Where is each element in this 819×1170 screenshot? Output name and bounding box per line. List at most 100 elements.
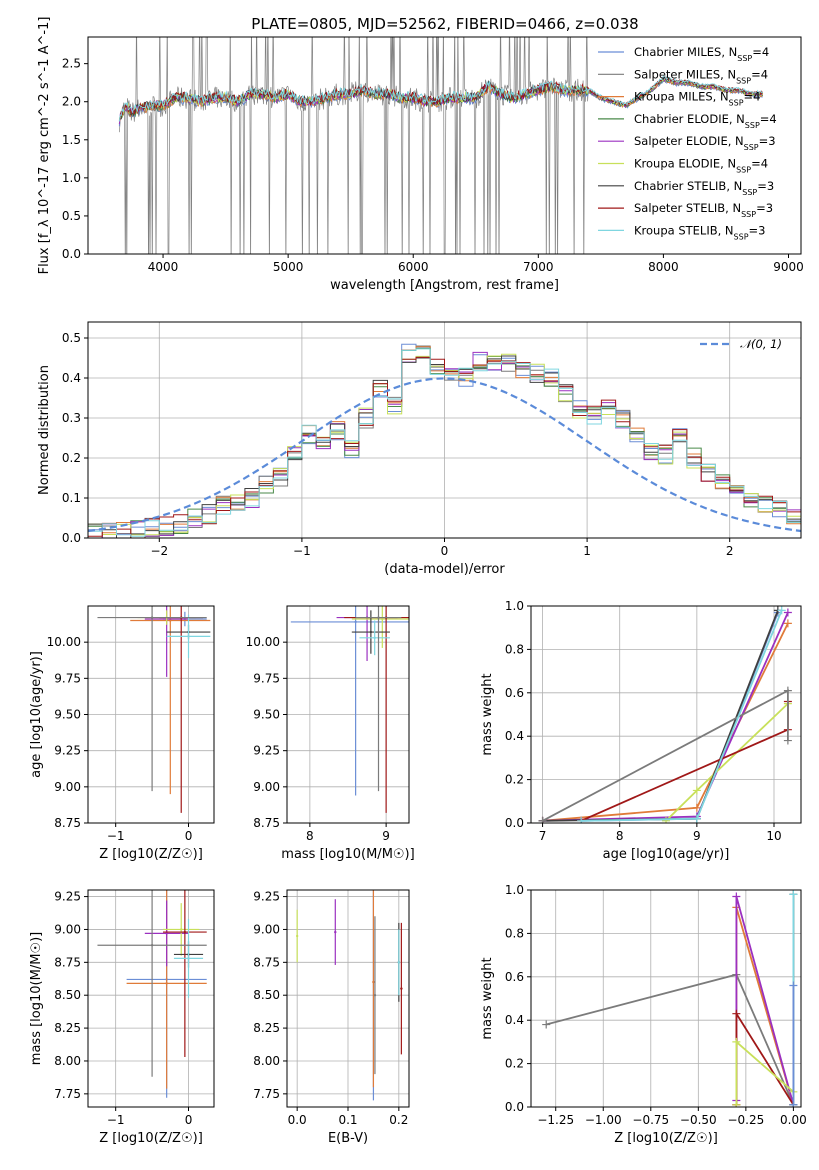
data-point xyxy=(187,957,190,960)
x-tick-label: 6000 xyxy=(398,260,429,274)
x-axis-label: age [log10(age/yr)] xyxy=(603,847,730,862)
weight-line xyxy=(665,702,789,822)
y-tick-label: 0.4 xyxy=(505,729,524,743)
chart-residuals: −2 −1 0 1 2 0.0 0.1 0.2 0.3 0.4 0.5 (data-model)/er… xyxy=(37,321,802,577)
axes-frame xyxy=(530,605,802,824)
y-tick-label: 9.00 xyxy=(253,922,280,936)
x-tick-label: 7000 xyxy=(523,260,554,274)
y-tick-label: 10.00 xyxy=(246,635,280,649)
y-tick-label: 0.5 xyxy=(62,331,81,345)
y-tick-label: 9.25 xyxy=(253,890,280,904)
y-tick-label: 8.75 xyxy=(253,816,280,830)
weight-marker xyxy=(662,816,670,823)
y-tick-label: 9.25 xyxy=(54,744,81,758)
y-axis-label: age [log10(age/yr)] xyxy=(29,651,44,778)
data-point xyxy=(372,980,375,984)
legend-value: =4 xyxy=(760,112,777,126)
y-tick-label: 9.75 xyxy=(54,671,81,685)
y-tick-label: 9.75 xyxy=(253,671,280,685)
x-tick-label: 7 xyxy=(539,829,547,843)
y-tick-label: 9.25 xyxy=(54,890,81,904)
chart-weight-vs-Z: −1.25 −1.00 −0.75 −0.50 −0.25 0.00 0.0 0.2 0.4 0.… xyxy=(480,883,807,1146)
legend-entry: Salpeter MILES, NSSP=4 xyxy=(634,67,768,85)
x-tick-label: 0 xyxy=(441,544,449,558)
x-tick-label: −0.25 xyxy=(727,1113,764,1127)
data-point xyxy=(150,944,154,947)
legend-entry: Chabrier MILES, NSSP=4 xyxy=(634,45,769,63)
y-axis-label: mass [log10(M/M☉)] xyxy=(29,932,44,1065)
weight-line xyxy=(581,609,783,822)
legend-value: =3 xyxy=(749,223,766,237)
chart-age-vs-Z: −1 0 8.75 9.00 9.25 9.50 9.75 10.00 Z [log10(Z/Z… xyxy=(29,605,215,862)
y-tick-label: 8.00 xyxy=(54,1054,81,1068)
weight-marker xyxy=(732,1009,741,1018)
data-point xyxy=(150,616,154,619)
y-tick-label: 1.0 xyxy=(62,171,81,185)
weight-line xyxy=(542,612,789,822)
y-tick-label: 0.0 xyxy=(505,816,524,830)
x-tick-label: −0.50 xyxy=(680,1113,717,1127)
x-tick-label: −1 xyxy=(293,544,311,558)
x-tick-label: 2 xyxy=(726,544,734,558)
y-tick-label: 0.5 xyxy=(62,209,81,223)
legend-value: =3 xyxy=(756,201,773,215)
data-point xyxy=(373,636,376,640)
x-axis-label: wavelength [Angstrom, rest frame] xyxy=(330,278,559,293)
observed-spectrum xyxy=(118,37,589,254)
weight-marker xyxy=(789,890,798,899)
x-axis-label: Z [log10(Z/Z☉)] xyxy=(99,1131,203,1146)
data-point xyxy=(369,630,373,634)
weight-line xyxy=(735,1010,795,1106)
legend-subscript: SSP xyxy=(744,143,759,152)
legend: Chabrier MILES, NSSP=4 Salpeter MILES, NS… xyxy=(598,45,777,241)
legend-value: =3 xyxy=(757,179,774,193)
residual-histogram xyxy=(88,348,801,537)
y-tick-label: 0.0 xyxy=(62,247,81,261)
x-tick-label: 8000 xyxy=(648,260,679,274)
y-tick-label: 0.4 xyxy=(505,1013,524,1027)
weight-marker xyxy=(577,816,586,823)
y-tick-label: 7.75 xyxy=(253,1087,280,1101)
legend-subscript: SSP xyxy=(742,187,757,196)
weight-marker xyxy=(783,686,792,695)
plot-area xyxy=(97,890,207,1098)
chart-weight-vs-age: 7 8 9 10 0.0 0.2 0.4 0.6 0.8 1.0 age [log10(age/yr… xyxy=(480,599,802,862)
weight-marker xyxy=(692,803,701,812)
y-axis-label: Flux [f_λ 10^-17 erg cm^-2 s^-1 A^-1] xyxy=(37,17,52,275)
y-tick-label: 2.5 xyxy=(62,57,81,71)
x-axis-label: (data-model)/error xyxy=(384,562,505,577)
weight-marker xyxy=(783,619,792,628)
weight-marker xyxy=(777,606,786,615)
gaussian-curve xyxy=(88,377,801,533)
x-tick-label: 0 xyxy=(185,1113,193,1127)
x-tick-label: −1 xyxy=(107,829,125,843)
chart-spectrum: 4000 5000 6000 7000 8000 9000 0.0 0.5 1.0 1.5 2.0 2… xyxy=(37,17,804,293)
x-tick-label: 9 xyxy=(382,829,390,843)
legend-subscript: SSP xyxy=(741,210,756,219)
axes-frame xyxy=(87,889,215,1108)
x-tick-label: 0.0 xyxy=(288,1113,307,1127)
legend-value: =3 xyxy=(759,134,776,148)
y-tick-label: 9.50 xyxy=(253,708,280,722)
weight-marker xyxy=(783,608,792,617)
data-point xyxy=(381,617,384,621)
y-tick-label: 8.75 xyxy=(54,955,81,969)
plot-area xyxy=(118,37,764,254)
data-point xyxy=(165,982,168,985)
data-point xyxy=(180,928,183,931)
weight-line xyxy=(581,612,779,822)
y-tick-label: 0.3 xyxy=(62,411,81,425)
x-tick-label: 5000 xyxy=(273,260,304,274)
legend-subscript: SSP xyxy=(736,76,751,85)
y-tick-label: 0.0 xyxy=(505,1100,524,1114)
legend-entry: Salpeter STELIB, NSSP=3 xyxy=(634,201,773,219)
y-axis-label: mass weight xyxy=(480,673,495,755)
y-tick-label: 10.00 xyxy=(47,635,81,649)
y-tick-label: 0.8 xyxy=(505,926,524,940)
weight-marker xyxy=(789,1100,798,1107)
chart-mass-vs-EBV: 0.0 0.1 0.2 7.75 8.00 8.25 8.50 8.75 9.00 9.25 E(B… xyxy=(253,889,410,1146)
weight-marker xyxy=(732,1037,741,1046)
x-tick-label: 1 xyxy=(583,544,591,558)
weight-marker xyxy=(783,736,792,745)
weight-marker xyxy=(538,816,547,823)
